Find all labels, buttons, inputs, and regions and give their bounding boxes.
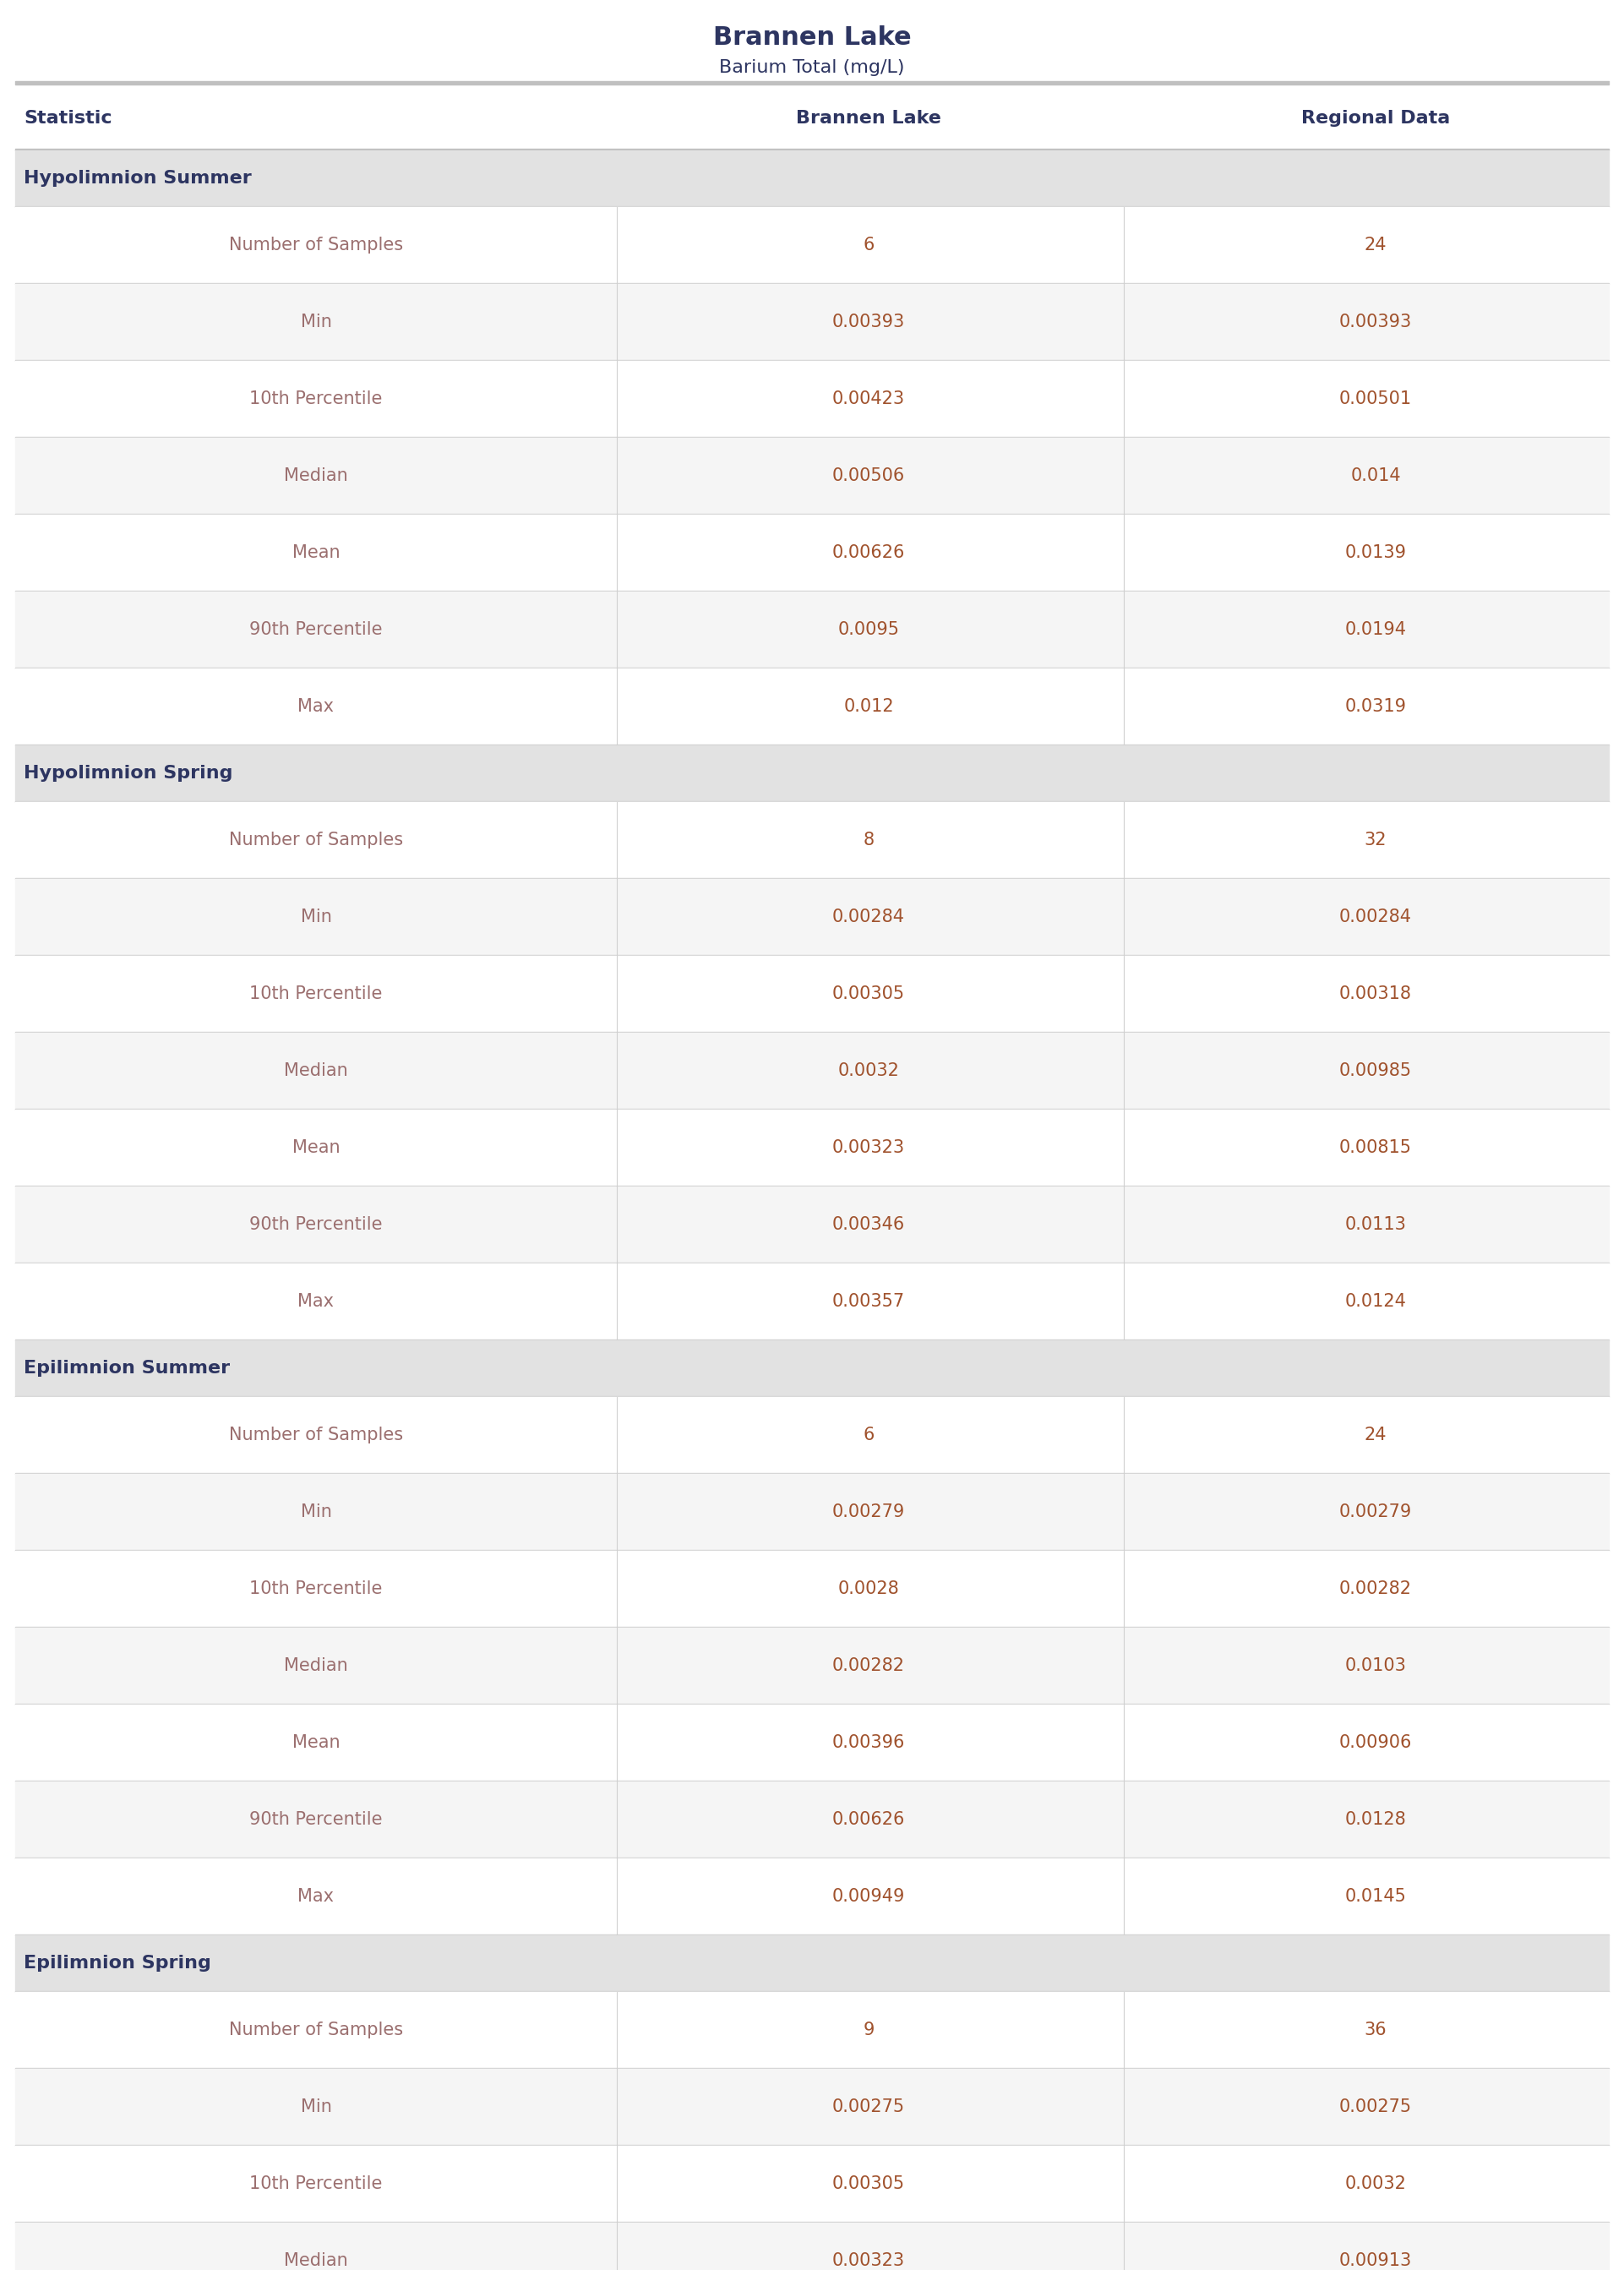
Text: Statistic: Statistic	[24, 109, 112, 127]
Text: 24: 24	[1364, 236, 1387, 254]
Text: 0.00279: 0.00279	[1340, 1503, 1411, 1521]
Text: Barium Total (mg/L): Barium Total (mg/L)	[719, 59, 905, 77]
Text: 0.00275: 0.00275	[831, 2097, 905, 2116]
Text: 10th Percentile: 10th Percentile	[250, 2175, 383, 2193]
Text: Min: Min	[300, 313, 331, 331]
Text: 9: 9	[862, 2023, 874, 2038]
Text: 0.0028: 0.0028	[838, 1580, 900, 1598]
Text: 90th Percentile: 90th Percentile	[250, 1811, 383, 1827]
Text: 32: 32	[1364, 831, 1387, 849]
Text: Max: Max	[297, 1294, 335, 1310]
Text: 0.00305: 0.00305	[831, 2175, 905, 2193]
Text: 0.00506: 0.00506	[831, 468, 905, 484]
Text: Brannen Lake: Brannen Lake	[713, 25, 911, 50]
Text: Number of Samples: Number of Samples	[229, 1426, 403, 1444]
Text: 0.0139: 0.0139	[1345, 545, 1406, 561]
Text: 0.0319: 0.0319	[1345, 699, 1406, 715]
Text: 0.0124: 0.0124	[1345, 1294, 1406, 1310]
Text: 0.00305: 0.00305	[831, 985, 905, 1003]
Text: 0.00815: 0.00815	[1340, 1140, 1411, 1155]
Text: 10th Percentile: 10th Percentile	[250, 390, 383, 406]
Text: 0.00346: 0.00346	[831, 1217, 905, 1233]
Text: 0.00284: 0.00284	[1340, 908, 1411, 926]
Text: Min: Min	[300, 1503, 331, 1521]
Text: 0.0194: 0.0194	[1345, 622, 1406, 638]
Text: 0.00913: 0.00913	[1340, 2252, 1411, 2270]
Text: 0.00323: 0.00323	[831, 1140, 905, 1155]
Text: 6: 6	[862, 236, 874, 254]
Text: Median: Median	[284, 2252, 348, 2270]
Text: 0.00282: 0.00282	[831, 1657, 905, 1675]
Text: 0.0128: 0.0128	[1345, 1811, 1406, 1827]
Text: 0.0032: 0.0032	[1345, 2175, 1406, 2193]
Text: 0.012: 0.012	[843, 699, 893, 715]
Text: 0.00949: 0.00949	[831, 1889, 905, 1905]
Text: 24: 24	[1364, 1426, 1387, 1444]
Text: Median: Median	[284, 1657, 348, 1675]
Text: Max: Max	[297, 1889, 335, 1905]
Text: 0.00906: 0.00906	[1340, 1734, 1413, 1750]
Text: Number of Samples: Number of Samples	[229, 236, 403, 254]
Text: Min: Min	[300, 908, 331, 926]
Text: 0.00357: 0.00357	[831, 1294, 905, 1310]
Text: 0.0103: 0.0103	[1345, 1657, 1406, 1675]
Text: 36: 36	[1364, 2023, 1387, 2038]
Text: 90th Percentile: 90th Percentile	[250, 622, 383, 638]
Text: 0.00393: 0.00393	[1340, 313, 1411, 331]
Text: 0.00284: 0.00284	[831, 908, 905, 926]
Text: Number of Samples: Number of Samples	[229, 831, 403, 849]
Text: Epilimnion Spring: Epilimnion Spring	[24, 1954, 211, 1973]
Text: Mean: Mean	[292, 1734, 339, 1750]
Text: Hypolimnion Spring: Hypolimnion Spring	[24, 765, 232, 781]
Text: 0.00626: 0.00626	[831, 545, 905, 561]
Text: 0.0145: 0.0145	[1345, 1889, 1406, 1905]
Text: 0.00279: 0.00279	[831, 1503, 905, 1521]
Text: 0.00423: 0.00423	[831, 390, 905, 406]
Text: 0.00282: 0.00282	[1340, 1580, 1411, 1598]
Text: 0.014: 0.014	[1351, 468, 1402, 484]
Text: Median: Median	[284, 1062, 348, 1078]
Text: 0.00626: 0.00626	[831, 1811, 905, 1827]
Text: 0.00323: 0.00323	[831, 2252, 905, 2270]
Text: Regional Data: Regional Data	[1301, 109, 1450, 127]
Text: Mean: Mean	[292, 1140, 339, 1155]
Text: 0.00393: 0.00393	[831, 313, 905, 331]
Text: 8: 8	[862, 831, 874, 849]
Text: Mean: Mean	[292, 545, 339, 561]
Text: Brannen Lake: Brannen Lake	[796, 109, 942, 127]
Text: 0.0032: 0.0032	[838, 1062, 900, 1078]
Text: 0.00396: 0.00396	[831, 1734, 905, 1750]
Text: Max: Max	[297, 699, 335, 715]
Text: 0.0113: 0.0113	[1345, 1217, 1406, 1233]
Text: 0.00275: 0.00275	[1340, 2097, 1411, 2116]
Text: 0.00318: 0.00318	[1340, 985, 1411, 1003]
Text: 0.0095: 0.0095	[838, 622, 900, 638]
Text: 90th Percentile: 90th Percentile	[250, 1217, 383, 1233]
Text: Median: Median	[284, 468, 348, 484]
Text: Min: Min	[300, 2097, 331, 2116]
Text: 0.00501: 0.00501	[1340, 390, 1411, 406]
Text: 10th Percentile: 10th Percentile	[250, 985, 383, 1003]
Text: 10th Percentile: 10th Percentile	[250, 1580, 383, 1598]
Text: 6: 6	[862, 1426, 874, 1444]
Text: Number of Samples: Number of Samples	[229, 2023, 403, 2038]
Text: 0.00985: 0.00985	[1340, 1062, 1411, 1078]
Text: Epilimnion Summer: Epilimnion Summer	[24, 1360, 231, 1376]
Text: Hypolimnion Summer: Hypolimnion Summer	[24, 170, 252, 186]
